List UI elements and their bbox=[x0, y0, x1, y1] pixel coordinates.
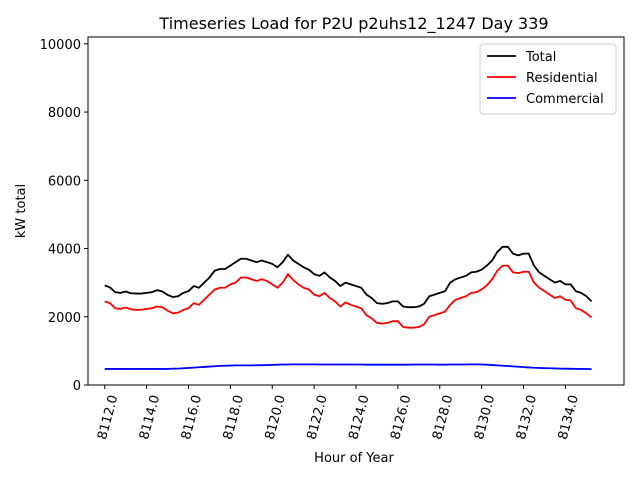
y-tick-label: 8000 bbox=[48, 106, 81, 121]
y-axis: 0 2000 4000 6000 8000 10000 bbox=[40, 38, 88, 394]
legend-label-commercial: Commercial bbox=[526, 92, 604, 107]
y-tick-label: 10000 bbox=[40, 38, 81, 53]
y-tick-label: 4000 bbox=[48, 243, 81, 258]
x-axis-label: Hour of Year bbox=[314, 451, 394, 466]
series-line-residential bbox=[104, 264, 593, 329]
series-layer bbox=[104, 245, 593, 371]
y-tick-label: 2000 bbox=[48, 311, 81, 326]
legend-label-residential: Residential bbox=[526, 71, 598, 86]
legend-label-total: Total bbox=[525, 50, 556, 65]
chart-title: Timeseries Load for P2U p2uhs12_1247 Day… bbox=[158, 14, 548, 34]
series-line-commercial bbox=[104, 363, 592, 371]
y-axis-label: kW total bbox=[14, 184, 29, 238]
legend: Total Residential Commercial bbox=[479, 43, 617, 115]
series-line-total bbox=[104, 245, 593, 309]
y-tick-label: 6000 bbox=[48, 174, 81, 189]
legend-box bbox=[479, 43, 617, 115]
y-tick-label: 0 bbox=[73, 379, 81, 394]
